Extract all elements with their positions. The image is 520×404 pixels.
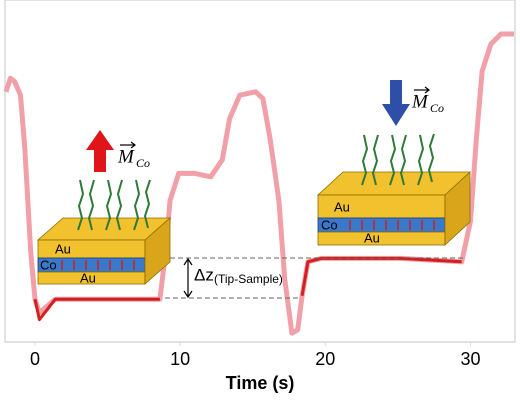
layer-label: Co <box>40 257 57 272</box>
magnetization-subscript: Co <box>430 101 444 115</box>
right-stack <box>316 133 472 246</box>
x-axis-label: Time (s) <box>226 373 295 393</box>
layer-label: Au <box>55 241 71 256</box>
x-tick-label: 20 <box>315 349 335 369</box>
x-tick-label: 10 <box>170 349 190 369</box>
dz-arrow <box>183 290 193 299</box>
x-tick-label: 30 <box>460 349 480 369</box>
vector-arrow <box>424 86 430 94</box>
dz-guides <box>165 257 465 299</box>
vector-arrow <box>130 141 136 149</box>
dz-subscript: (Tip-Sample) <box>214 272 283 286</box>
magnetization-subscript: Co <box>136 156 150 170</box>
layer-label: Au <box>334 199 350 214</box>
dz-arrow <box>183 257 193 266</box>
up-arrow <box>86 130 114 172</box>
x-tick-label: 0 <box>30 349 40 369</box>
trace <box>33 256 462 322</box>
layer-label: Co <box>321 217 338 232</box>
plot-frame <box>4 0 516 343</box>
magnetization-symbol: M <box>411 91 429 112</box>
layer-label: Au <box>80 270 96 285</box>
plot-area <box>3 31 514 336</box>
dz-symbol: Δz <box>194 265 214 284</box>
layer-label: Au <box>364 230 380 245</box>
magnetization-symbol: M <box>117 146 135 167</box>
left-stack <box>36 179 172 285</box>
down-arrow <box>382 80 410 126</box>
